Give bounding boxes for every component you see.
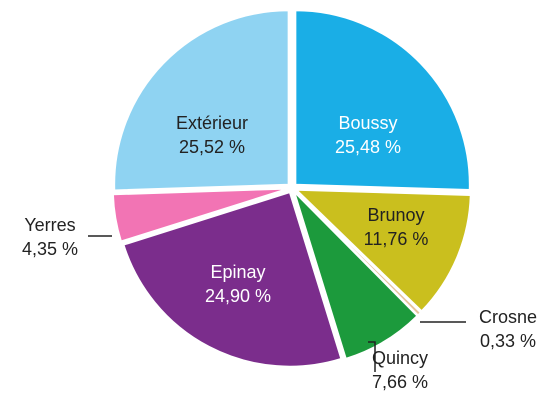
slice-name: Extérieur <box>176 113 248 133</box>
pie-slice <box>112 188 288 243</box>
slice-name: Quincy <box>372 348 428 368</box>
pie-slice <box>295 190 422 317</box>
labels: Boussy 25,48 % Brunoy 11,76 % Crosne 0,33 % Qu… <box>22 113 537 392</box>
slice-value: 0,33 % <box>480 331 536 351</box>
slice-value: 7,66 % <box>372 372 428 392</box>
slice-name: Crosne <box>479 307 537 327</box>
slice-name: Boussy <box>338 113 397 133</box>
pie-slice <box>122 191 342 368</box>
slice-name: Epinay <box>210 262 265 282</box>
pie-slice <box>293 191 419 360</box>
slice-value: 11,76 % <box>364 229 429 249</box>
slice-value: 25,52 % <box>179 137 245 157</box>
slice-value: 4,35 % <box>22 239 78 259</box>
slice-value: 24,90 % <box>205 286 271 306</box>
pie-slice <box>294 9 471 191</box>
pie <box>112 9 472 368</box>
slice-name: Brunoy <box>367 205 424 225</box>
leader-line <box>368 341 376 372</box>
slice-name: Yerres <box>24 215 75 235</box>
pie-slice <box>294 189 472 313</box>
slice-value: 25,48 % <box>335 137 401 157</box>
pie-slice <box>113 9 290 191</box>
